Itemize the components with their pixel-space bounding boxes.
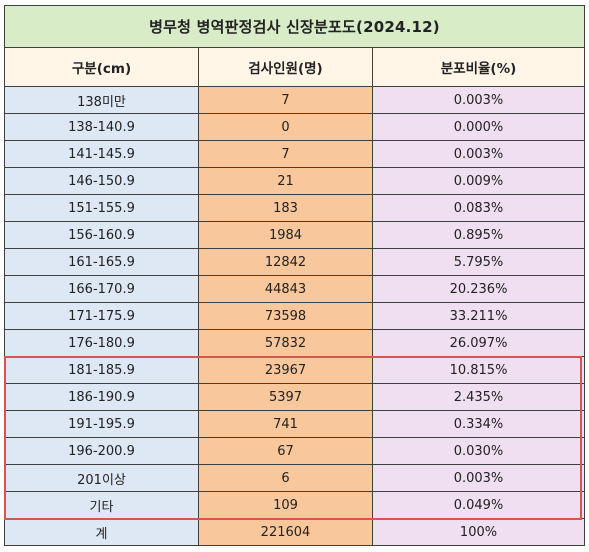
cell-category[interactable]: 141-145.9 <box>4 140 199 168</box>
height-distribution-table: 병무청 병역판정검사 신장분포도(2024.12) 구분(cm) 검사인원(명)… <box>3 5 586 546</box>
table-row: 141-145.9 7 0.003% <box>4 140 586 168</box>
cell-category[interactable]: 156-160.9 <box>4 221 199 249</box>
table-body: 병무청 병역판정검사 신장분포도(2024.12) 구분(cm) 검사인원(명)… <box>3 5 586 546</box>
table-title[interactable]: 병무청 병역판정검사 신장분포도(2024.12) <box>3 5 586 48</box>
cell-count[interactable]: 7 <box>198 140 373 168</box>
cell-ratio[interactable]: 0.030% <box>371 437 586 465</box>
table-row: 기타 109 0.049% <box>4 491 586 519</box>
cell-category[interactable]: 191-195.9 <box>4 410 199 438</box>
header-ratio[interactable]: 분포비율(%) <box>371 47 586 87</box>
cell-count[interactable]: 0 <box>198 113 373 141</box>
table-row: 201이상 6 0.003% <box>4 464 586 492</box>
cell-ratio[interactable]: 100% <box>371 518 586 546</box>
cell-ratio[interactable]: 0.895% <box>371 221 586 249</box>
cell-ratio[interactable]: 2.435% <box>371 383 586 411</box>
table-row: 176-180.9 57832 26.097% <box>4 329 586 357</box>
header-row: 구분(cm) 검사인원(명) 분포비율(%) <box>4 47 586 87</box>
cell-category[interactable]: 151-155.9 <box>4 194 199 222</box>
table-row: 146-150.9 21 0.009% <box>4 167 586 195</box>
cell-ratio[interactable]: 0.003% <box>371 140 586 168</box>
cell-count[interactable]: 221604 <box>198 518 373 546</box>
cell-ratio[interactable]: 0.003% <box>371 464 586 492</box>
cell-count[interactable]: 183 <box>198 194 373 222</box>
cell-count[interactable]: 73598 <box>198 302 373 330</box>
spreadsheet: 병무청 병역판정검사 신장분포도(2024.12) 구분(cm) 검사인원(명)… <box>3 5 586 546</box>
table-row: 156-160.9 1984 0.895% <box>4 221 586 249</box>
cell-count[interactable]: 21 <box>198 167 373 195</box>
cell-category[interactable]: 186-190.9 <box>4 383 199 411</box>
table-row: 138-140.9 0 0.000% <box>4 113 586 141</box>
cell-category[interactable]: 181-185.9 <box>4 356 199 384</box>
cell-count[interactable]: 57832 <box>198 329 373 357</box>
table-row: 계 221604 100% <box>4 518 586 546</box>
table-row: 171-175.9 73598 33.211% <box>4 302 586 330</box>
table-row: 186-190.9 5397 2.435% <box>4 383 586 411</box>
table-row: 161-165.9 12842 5.795% <box>4 248 586 276</box>
cell-category[interactable]: 기타 <box>4 491 199 519</box>
cell-category[interactable]: 138미만 <box>4 86 199 114</box>
cell-count[interactable]: 1984 <box>198 221 373 249</box>
cell-ratio[interactable]: 0.083% <box>371 194 586 222</box>
cell-count[interactable]: 44843 <box>198 275 373 303</box>
table-row: 191-195.9 741 0.334% <box>4 410 586 438</box>
title-row: 병무청 병역판정검사 신장분포도(2024.12) <box>3 5 586 48</box>
cell-category[interactable]: 161-165.9 <box>4 248 199 276</box>
cell-count[interactable]: 67 <box>198 437 373 465</box>
cell-category[interactable]: 196-200.9 <box>4 437 199 465</box>
cell-ratio[interactable]: 0.334% <box>371 410 586 438</box>
table-row: 166-170.9 44843 20.236% <box>4 275 586 303</box>
cell-ratio[interactable]: 0.000% <box>371 113 586 141</box>
cell-category[interactable]: 166-170.9 <box>4 275 199 303</box>
cell-ratio[interactable]: 0.003% <box>371 86 586 114</box>
cell-category[interactable]: 176-180.9 <box>4 329 199 357</box>
cell-category[interactable]: 201이상 <box>4 464 199 492</box>
cell-count[interactable]: 6 <box>198 464 373 492</box>
cell-ratio[interactable]: 20.236% <box>371 275 586 303</box>
cell-ratio[interactable]: 26.097% <box>371 329 586 357</box>
header-category[interactable]: 구분(cm) <box>4 47 199 87</box>
cell-category[interactable]: 138-140.9 <box>4 113 199 141</box>
cell-count[interactable]: 23967 <box>198 356 373 384</box>
cell-count[interactable]: 12842 <box>198 248 373 276</box>
cell-count[interactable]: 109 <box>198 491 373 519</box>
cell-ratio[interactable]: 5.795% <box>371 248 586 276</box>
cell-category[interactable]: 146-150.9 <box>4 167 199 195</box>
cell-category[interactable]: 171-175.9 <box>4 302 199 330</box>
cell-ratio[interactable]: 0.009% <box>371 167 586 195</box>
cell-ratio[interactable]: 33.211% <box>371 302 586 330</box>
table-row: 151-155.9 183 0.083% <box>4 194 586 222</box>
table-row: 181-185.9 23967 10.815% <box>4 356 586 384</box>
cell-ratio[interactable]: 0.049% <box>371 491 586 519</box>
cell-count[interactable]: 741 <box>198 410 373 438</box>
cell-count[interactable]: 5397 <box>198 383 373 411</box>
cell-category[interactable]: 계 <box>4 518 199 546</box>
table-row: 196-200.9 67 0.030% <box>4 437 586 465</box>
cell-ratio[interactable]: 10.815% <box>371 356 586 384</box>
table-row: 138미만 7 0.003% <box>4 86 586 114</box>
cell-count[interactable]: 7 <box>198 86 373 114</box>
header-count[interactable]: 검사인원(명) <box>198 47 373 87</box>
